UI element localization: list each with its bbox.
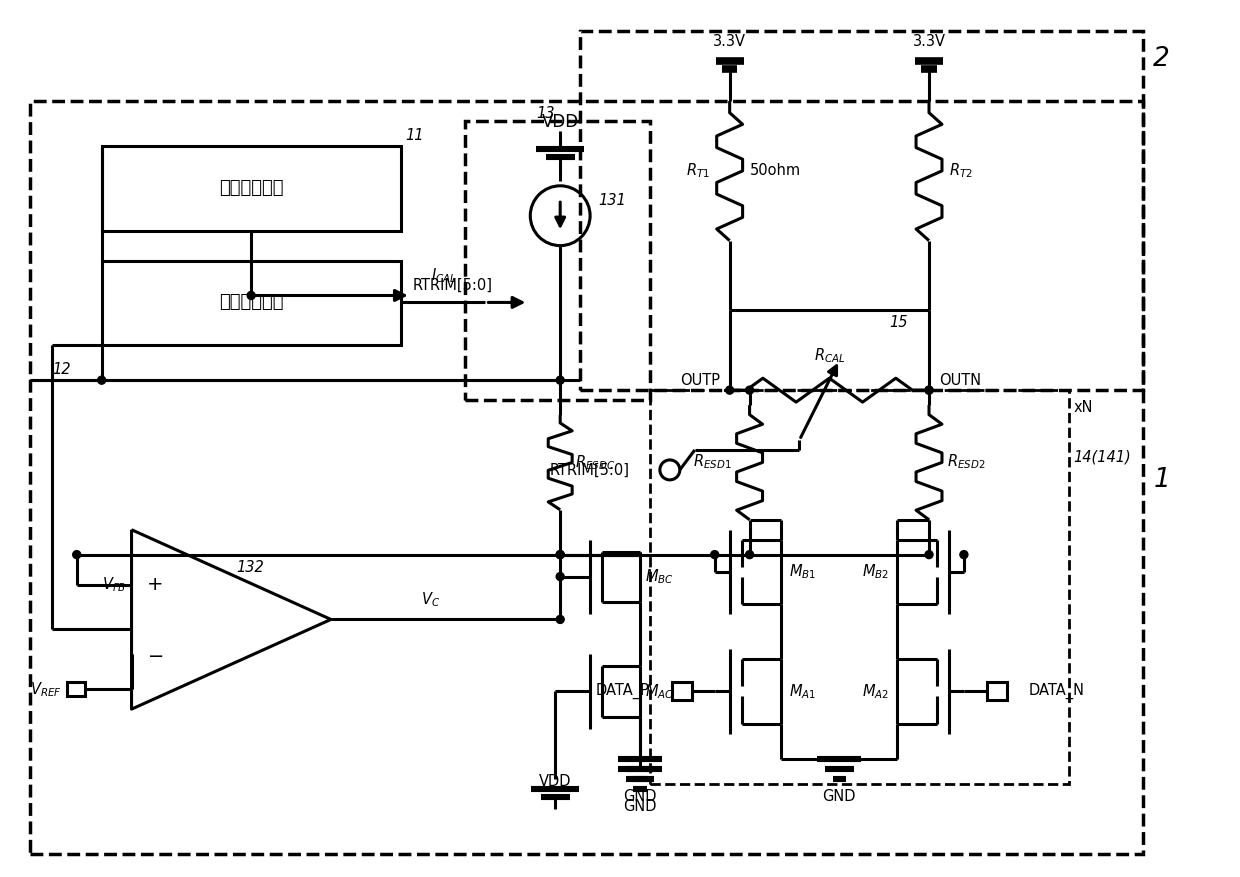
- Bar: [102, 146, 401, 231]
- Circle shape: [925, 386, 932, 394]
- Text: GND: GND: [822, 789, 856, 804]
- Text: VDD: VDD: [542, 113, 579, 131]
- Text: $V_{REF}$: $V_{REF}$: [30, 680, 62, 699]
- Circle shape: [557, 616, 564, 624]
- Text: 132: 132: [236, 560, 264, 574]
- Circle shape: [925, 386, 932, 394]
- Circle shape: [711, 551, 719, 559]
- Text: $V_{FB}$: $V_{FB}$: [102, 575, 126, 594]
- Text: DATA_P: DATA_P: [596, 683, 650, 699]
- Text: $V_C$: $V_C$: [422, 591, 440, 610]
- Text: $M_{A1}$: $M_{A1}$: [790, 681, 817, 701]
- Bar: [580, 32, 1143, 390]
- Circle shape: [557, 376, 564, 384]
- Text: 12: 12: [52, 362, 71, 377]
- Text: RTRIM[5:0]: RTRIM[5:0]: [551, 462, 630, 477]
- Bar: [30, 101, 1143, 853]
- Text: OUTP: OUTP: [680, 373, 719, 388]
- Bar: [102, 260, 401, 346]
- Text: 13: 13: [537, 106, 556, 121]
- FancyBboxPatch shape: [67, 682, 84, 696]
- Text: 50ohm: 50ohm: [750, 163, 801, 178]
- Circle shape: [745, 551, 754, 559]
- Text: 1: 1: [1153, 467, 1171, 493]
- Text: $M_{AC}$: $M_{AC}$: [645, 681, 673, 701]
- Text: RTRIM[5:0]: RTRIM[5:0]: [413, 278, 492, 293]
- Text: $-$: $-$: [146, 645, 162, 664]
- Text: 电流校准单元: 电流校准单元: [219, 294, 284, 311]
- Text: 14(141): 14(141): [1074, 450, 1131, 465]
- Text: 131: 131: [598, 193, 626, 208]
- Text: GND: GND: [624, 789, 657, 804]
- Text: DATA_N: DATA_N: [1029, 683, 1085, 699]
- Text: 3.3V: 3.3V: [713, 34, 746, 49]
- Text: OUTN: OUTN: [939, 373, 981, 388]
- Text: $M_{B2}$: $M_{B2}$: [862, 562, 889, 581]
- Text: VDD: VDD: [539, 774, 572, 789]
- Circle shape: [960, 551, 968, 559]
- Circle shape: [557, 551, 564, 559]
- Text: $I_{CAL}$: $I_{CAL}$: [430, 267, 456, 286]
- Text: $R_{T1}$: $R_{T1}$: [686, 161, 709, 180]
- FancyBboxPatch shape: [987, 682, 1007, 700]
- Circle shape: [73, 551, 81, 559]
- Circle shape: [557, 573, 564, 581]
- Text: GND: GND: [624, 799, 657, 814]
- Circle shape: [925, 551, 932, 559]
- Circle shape: [725, 386, 734, 394]
- Text: $R_{T2}$: $R_{T2}$: [949, 161, 972, 180]
- Text: xN: xN: [1074, 400, 1092, 415]
- Text: 15: 15: [889, 316, 908, 331]
- Text: $R_{ESD2}$: $R_{ESD2}$: [947, 453, 986, 471]
- Circle shape: [98, 376, 105, 384]
- Circle shape: [247, 291, 255, 299]
- Text: +: +: [146, 575, 162, 594]
- Bar: [465, 121, 650, 400]
- Text: 2: 2: [1153, 46, 1171, 72]
- Text: $R_{ESDC}$: $R_{ESDC}$: [575, 453, 615, 473]
- Bar: [650, 390, 1069, 784]
- Circle shape: [557, 551, 564, 559]
- Text: 校准控制单元: 校准控制单元: [219, 179, 284, 196]
- Text: $R_{CAL}$: $R_{CAL}$: [813, 346, 844, 365]
- Text: $M_{BC}$: $M_{BC}$: [645, 567, 673, 586]
- Text: 3.3V: 3.3V: [913, 34, 946, 49]
- Circle shape: [745, 386, 754, 394]
- Text: $M_{A2}$: $M_{A2}$: [862, 681, 889, 701]
- Text: 11: 11: [405, 128, 424, 143]
- FancyBboxPatch shape: [672, 682, 692, 700]
- Text: $M_{B1}$: $M_{B1}$: [790, 562, 817, 581]
- Text: $R_{ESD1}$: $R_{ESD1}$: [693, 453, 732, 471]
